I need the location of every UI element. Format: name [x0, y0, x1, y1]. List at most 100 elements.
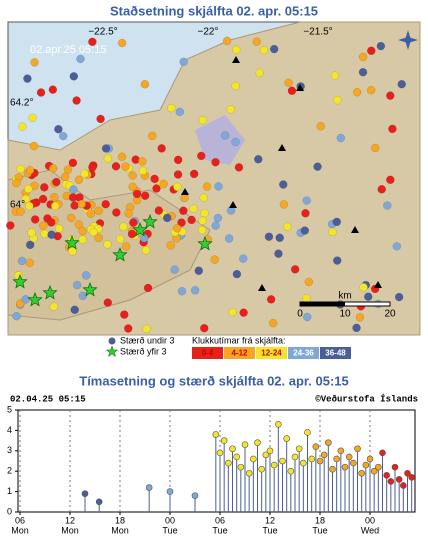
quake-dot [367, 46, 376, 55]
station [181, 188, 189, 195]
quake-dot [200, 208, 209, 218]
x-tick-day: Mon [111, 525, 129, 535]
quake-dot [63, 165, 73, 174]
quake-dot [12, 311, 21, 321]
stem-head [308, 455, 315, 463]
legend-label: 0-4 [202, 349, 214, 358]
quake-dot [143, 283, 153, 293]
map-legend: Stærð undir 3 Stærð yfir 3 Klukkutímar f… [105, 335, 351, 359]
map-timestamp: 02.apr.25 05:15 [30, 44, 106, 56]
legend-swatch [192, 347, 223, 359]
quake-dot [166, 241, 175, 250]
x-tick-label: 00 [365, 515, 375, 525]
x-tick-label: 00 [165, 515, 175, 525]
quake-dot [94, 233, 103, 243]
quake-dot [332, 256, 342, 265]
stem-head [262, 451, 270, 459]
quake-dot [313, 162, 322, 171]
quake-dot [52, 177, 61, 187]
quake-dot [139, 233, 149, 243]
quake-dot [128, 182, 137, 192]
stem-head [220, 437, 228, 444]
quake-dot [255, 68, 264, 78]
stem-head [295, 445, 303, 453]
quake-dot [376, 41, 386, 51]
plot: 01234506Mon12Mon18Mon00Tue06Tue12Tue18Tu… [7, 404, 415, 535]
quake-dot [177, 218, 186, 227]
quake-dot [117, 38, 127, 48]
y-tick-label: 3 [7, 445, 12, 455]
scale-label: 20 [384, 309, 396, 320]
legend-label: 24-36 [293, 349, 314, 358]
quake-dot [142, 324, 151, 334]
quake-dot [16, 164, 25, 174]
quake-dot [197, 151, 206, 161]
quake-dot [27, 228, 36, 237]
quake-dot [77, 199, 86, 209]
quake-star [132, 222, 148, 237]
quake-dot [40, 183, 49, 192]
quake-dot [89, 227, 98, 237]
legend-label: 4-12 [231, 349, 248, 358]
quake-dot [159, 179, 168, 189]
quake-star [64, 235, 80, 250]
quake-dot [210, 255, 219, 264]
stem-head [337, 447, 345, 455]
quake-dot [200, 323, 209, 333]
quake-dot [336, 133, 346, 143]
quake-dot [222, 36, 232, 46]
stem-head [283, 435, 290, 442]
quake-dot [30, 58, 39, 67]
quake-dot [189, 204, 198, 213]
quake-dot [101, 199, 110, 209]
quake-dot [78, 226, 87, 236]
quake-dot [301, 209, 310, 218]
x-tick-label: 12 [65, 515, 75, 525]
stem-head [81, 490, 89, 497]
quake-dot [21, 194, 31, 204]
quake-dot [25, 258, 35, 268]
chart-header: ©Veðurstofa Íslands [315, 393, 418, 404]
quake-dot [40, 229, 49, 239]
quake-dot [25, 240, 35, 250]
quake-dot [173, 155, 183, 165]
quake-dot [80, 169, 89, 178]
quake-dot [190, 286, 200, 295]
quake-dot [397, 79, 406, 89]
stem-head [354, 445, 361, 453]
quake-dot [141, 246, 151, 255]
stem-head [320, 451, 328, 459]
quake-dot [12, 178, 21, 188]
quake-dot [302, 312, 312, 322]
stem-head [270, 461, 278, 469]
quake-dot [284, 78, 293, 87]
stem-head [229, 445, 236, 453]
x-tick-day: Tue [162, 525, 177, 535]
y-tick-label: 1 [7, 486, 12, 496]
quake-dot [358, 52, 368, 62]
quake-dot [198, 216, 207, 225]
map: 02.apr.25 05:15 −22.5° −22° −21.5° 64.2°… [6, 21, 421, 336]
station [278, 144, 286, 151]
quake-dot [23, 74, 32, 83]
stem-head [400, 482, 407, 489]
stem-head [341, 463, 349, 471]
quake-dot [121, 242, 131, 251]
quake-dot [226, 105, 235, 114]
quake-dot [66, 213, 76, 223]
legend-swatch [256, 347, 287, 359]
quake-star [42, 285, 58, 300]
quake-dot [28, 113, 37, 123]
quake-dot [103, 240, 112, 249]
quake-dot [170, 265, 179, 274]
quake-dot [175, 107, 185, 117]
x-tick-label: 18 [315, 515, 325, 525]
quake-dot [38, 221, 48, 230]
stem-head [145, 484, 153, 491]
quake-dot [172, 224, 182, 233]
quake-dot [232, 269, 242, 279]
quake-dot [275, 233, 284, 243]
x-tick-day: Tue [212, 525, 227, 535]
legend-label: 12-24 [261, 349, 282, 358]
quake-dot [117, 152, 127, 162]
